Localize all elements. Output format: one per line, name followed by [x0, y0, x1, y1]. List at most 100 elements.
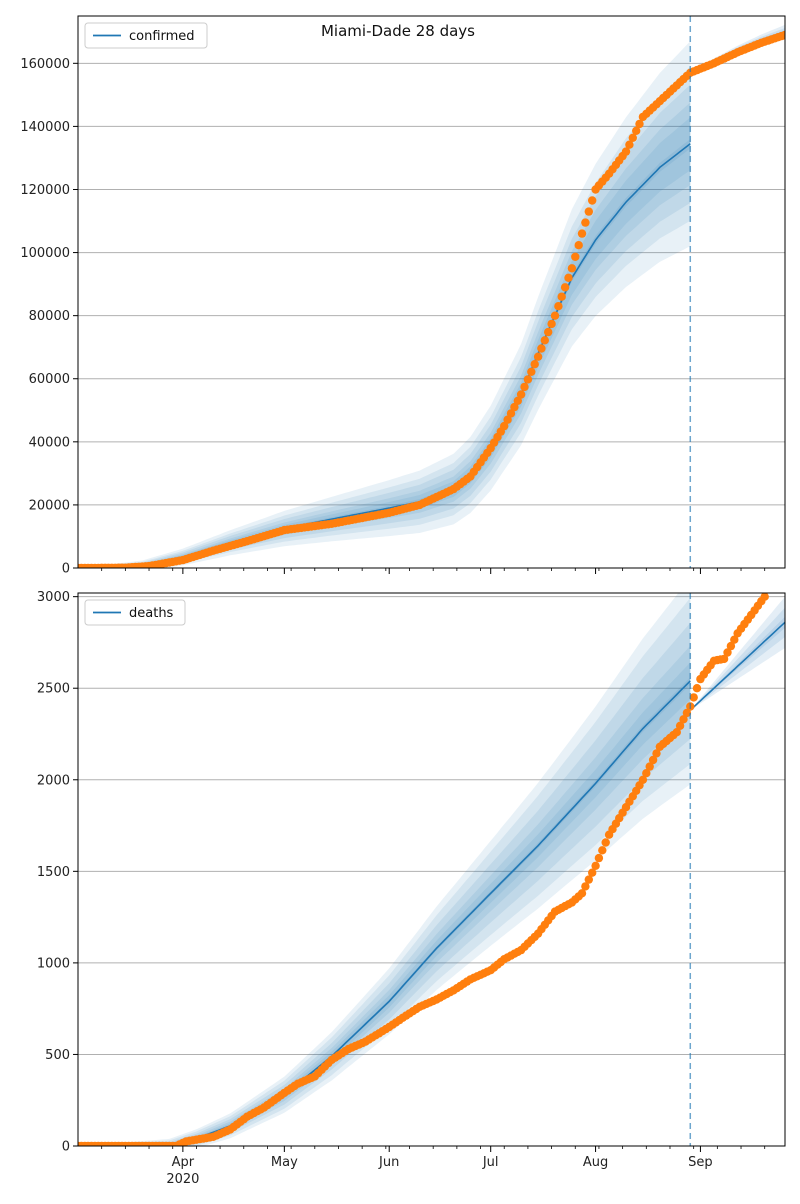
- y-tick-label: 1000: [37, 956, 70, 971]
- y-tick-label: 3000: [37, 590, 70, 605]
- y-tick-label: 500: [45, 1048, 70, 1063]
- observed-point: [601, 838, 610, 847]
- y-tick-label: 0: [62, 562, 70, 577]
- observed-point: [625, 140, 634, 149]
- x-tick-label: Aug: [583, 1155, 608, 1170]
- confidence-band: [78, 41, 691, 568]
- observed-point: [598, 846, 607, 855]
- observed-point: [523, 375, 533, 384]
- y-tick-label: 160000: [20, 57, 70, 72]
- observed-point: [557, 292, 566, 301]
- observed-point: [503, 415, 512, 424]
- observed-point: [588, 868, 597, 877]
- observed-point: [689, 693, 698, 702]
- observed-point: [675, 721, 685, 730]
- observed-point: [621, 147, 631, 156]
- observed-point: [560, 283, 570, 292]
- observed-point: [513, 396, 522, 405]
- axes-frame: [77, 592, 786, 1147]
- observed-point: [584, 207, 593, 216]
- observed-point: [632, 126, 641, 135]
- observed-point: [628, 133, 637, 142]
- observed-point: [730, 635, 739, 644]
- legend-box: [84, 22, 208, 49]
- observed-point: [642, 769, 651, 778]
- y-tick-label: 2000: [37, 773, 70, 788]
- observed-point: [672, 728, 681, 737]
- observed-point: [537, 344, 546, 353]
- observed-point: [645, 762, 654, 771]
- observed-point: [679, 715, 688, 724]
- observed-point: [527, 367, 536, 376]
- forecast-band: [690, 596, 785, 711]
- x-tick-sublabel: 2020: [166, 1172, 199, 1187]
- plot-area: [78, 593, 785, 1146]
- observed-point: [554, 302, 563, 311]
- y-tick-label: 80000: [29, 309, 70, 324]
- observed-point: [540, 336, 549, 345]
- observed-point: [544, 327, 553, 337]
- x-tick-label: Jul: [482, 1155, 499, 1170]
- x-tick-label: Jun: [378, 1155, 399, 1170]
- plot-area: [78, 24, 785, 568]
- y-tick-label: 40000: [29, 435, 70, 450]
- observed-point: [719, 654, 729, 664]
- observed-point: [550, 311, 560, 320]
- forecast-line: [689, 621, 785, 711]
- observed-point: [533, 352, 543, 361]
- observed-point: [780, 30, 785, 40]
- observed-point: [516, 390, 526, 399]
- deaths-panel: 0 500 1000 1500 2000 2500 3000 Apr 2020 May Jun Jul…: [37, 590, 786, 1187]
- x-tick-label: May: [271, 1155, 298, 1170]
- confidence-band: [78, 84, 691, 568]
- confidence-band: [78, 597, 691, 1146]
- x-tick-label: Sep: [688, 1155, 713, 1170]
- observed-point: [682, 708, 692, 718]
- y-tick-label: 120000: [20, 183, 70, 198]
- observed-point: [652, 749, 661, 758]
- observed-point: [574, 241, 583, 250]
- observed-point: [581, 882, 590, 891]
- chart-title: Miami-Dade 28 days: [321, 22, 475, 40]
- axes-frame: [77, 15, 786, 569]
- x-tick-label: Apr: [172, 1155, 195, 1170]
- observed-point: [571, 252, 580, 261]
- confidence-band: [78, 66, 691, 568]
- confirmed-panel: 0 20000 40000 60000 80000 100000 120000 140000 1…: [20, 15, 786, 577]
- confidence-band: [78, 622, 691, 1146]
- y-tick-label: 140000: [20, 120, 70, 135]
- y-tick-label: 0: [62, 1140, 70, 1155]
- observed-point: [638, 775, 648, 784]
- observed-point: [520, 382, 529, 392]
- observed-point: [567, 264, 577, 273]
- legend-label: confirmed: [129, 29, 195, 44]
- observed-point: [760, 593, 769, 601]
- y-tick-label: 100000: [20, 246, 70, 261]
- observed-point: [648, 755, 658, 765]
- observed-point: [510, 402, 519, 412]
- forecast-band: [690, 607, 785, 711]
- observed-point: [506, 409, 516, 418]
- legend-label: deaths: [129, 606, 174, 621]
- observed-point: [591, 861, 600, 870]
- observed-point: [500, 421, 509, 431]
- y-tick-label: 20000: [29, 498, 70, 513]
- observed-point: [584, 875, 593, 884]
- observed-point: [726, 641, 736, 651]
- observed-point: [588, 196, 597, 205]
- observed-point: [723, 648, 732, 657]
- forecast-band: [690, 616, 785, 711]
- observed-point: [581, 218, 590, 227]
- observed-point: [547, 319, 556, 329]
- observed-point: [594, 853, 604, 863]
- confidence-band: [78, 593, 691, 1146]
- observed-point: [692, 684, 702, 693]
- observed-point: [564, 273, 573, 282]
- y-tick-label: 60000: [29, 372, 70, 387]
- y-tick-label: 1500: [37, 865, 70, 880]
- observed-point: [577, 889, 587, 898]
- observed-point: [635, 119, 644, 129]
- legend-box: [84, 599, 186, 626]
